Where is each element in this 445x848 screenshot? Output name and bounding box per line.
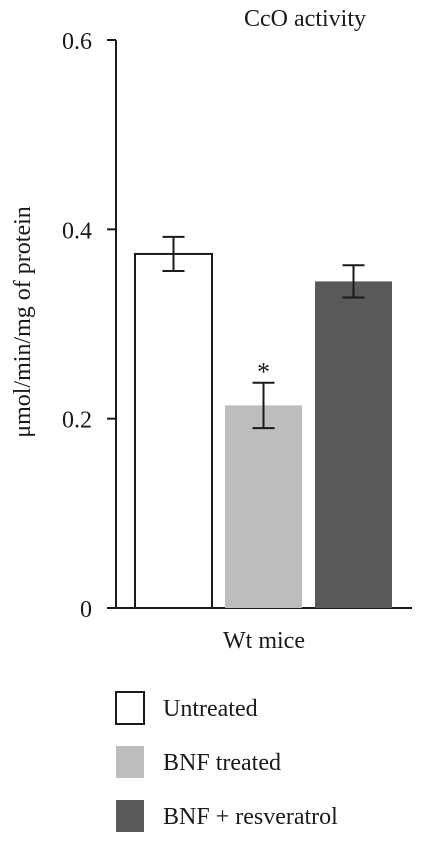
- y-tick-label: 0.6: [62, 29, 92, 55]
- chart-title: CcO activity: [244, 6, 366, 32]
- legend: Untreated BNF treated BNF + resveratrol: [115, 691, 338, 832]
- y-axis-label: μmol/min/mg of protein: [10, 206, 36, 438]
- legend-label-0: Untreated: [163, 696, 258, 722]
- y-tick-label: 0.4: [62, 218, 92, 244]
- x-axis-label: Wt mice: [223, 628, 305, 654]
- bar-0: [134, 252, 213, 610]
- legend-label-2: BNF + resveratrol: [163, 804, 338, 830]
- legend-swatch-1: [116, 746, 144, 778]
- y-ticks: 0 0.2 0.4 0.6: [62, 29, 116, 623]
- legend-swatch-0: [115, 691, 145, 725]
- legend-label-1: BNF treated: [163, 750, 281, 776]
- y-tick-label: 0: [80, 597, 92, 623]
- y-tick-label: 0.2: [62, 408, 92, 434]
- bars: *: [134, 235, 392, 610]
- bar-2: [315, 281, 392, 608]
- legend-swatch-2: [116, 800, 144, 832]
- bar-1: [225, 405, 302, 608]
- significance-marker-1: *: [257, 358, 270, 387]
